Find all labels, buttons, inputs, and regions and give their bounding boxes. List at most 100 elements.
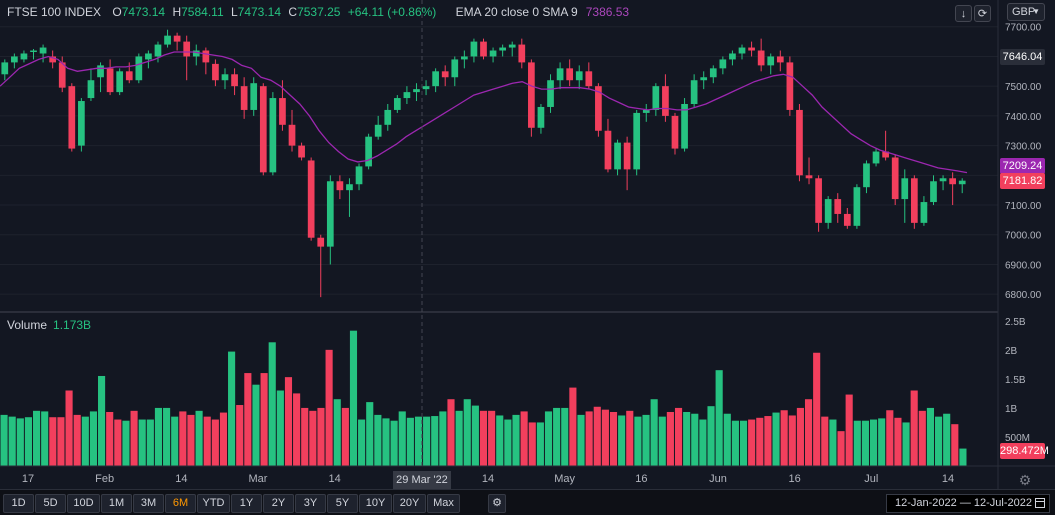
candle-body — [671, 115, 679, 149]
candle-body — [250, 83, 258, 110]
volume-bar — [171, 416, 179, 466]
candle-body — [930, 181, 937, 203]
calendar-icon[interactable] — [1035, 498, 1045, 508]
price-tick-label: 6900.00 — [1005, 260, 1042, 271]
chart-legend: FTSE 100 INDEX O7473.14 H7584.11 L7473.1… — [7, 4, 629, 20]
volume-bar — [853, 420, 861, 466]
range-button-2y[interactable]: 2Y — [263, 494, 294, 513]
chart-canvas[interactable]: 6800.006900.007000.007100.007200.007300.… — [0, 0, 1055, 489]
ema-study-label[interactable]: EMA 20 close 0 SMA 9 — [455, 5, 578, 19]
candle-body — [815, 178, 822, 223]
volume-bar — [699, 419, 707, 466]
volume-bar — [24, 417, 33, 466]
candle-body — [757, 50, 765, 66]
volume-bar — [211, 419, 219, 466]
volume-bar — [618, 415, 626, 466]
volume-tick-label: 500M — [1005, 433, 1030, 444]
candle-body — [499, 47, 506, 51]
range-button-3y[interactable]: 3Y — [295, 494, 326, 513]
open-value: 7473.14 — [121, 5, 166, 19]
volume-bar — [951, 424, 959, 466]
volume-bar — [666, 411, 674, 466]
candle-body — [662, 86, 669, 116]
volume-tick-label: 2B — [1005, 346, 1018, 357]
candle-body — [97, 65, 104, 78]
candle-body — [87, 80, 95, 99]
volume-axis: 500M 1B 1.5B 2B 2.5B — [1005, 317, 1030, 444]
time-tick-label: Jul — [864, 473, 878, 485]
volume-bar — [8, 416, 16, 466]
settings-gear-icon[interactable]: ⚙ — [488, 494, 506, 513]
volume-bar — [195, 410, 203, 466]
candle-body — [910, 178, 918, 223]
candle-body — [882, 151, 889, 158]
volume-label[interactable]: Volume — [7, 318, 48, 332]
volume-bar — [926, 407, 934, 466]
time-tick-label: 14 — [329, 473, 341, 485]
volume-bar — [268, 342, 276, 466]
candle-body — [623, 142, 631, 170]
candle-body — [834, 199, 842, 214]
range-button-5y[interactable]: 5Y — [327, 494, 358, 513]
volume-bar — [804, 399, 813, 466]
volume-bar — [122, 420, 130, 466]
candle-body — [68, 86, 76, 149]
candle-body — [212, 63, 219, 81]
time-tick-label: 14 — [482, 473, 494, 485]
volume-bar — [723, 413, 731, 466]
range-button-10d[interactable]: 10D — [67, 494, 100, 513]
price-tick-label: 7700.00 — [1005, 23, 1042, 34]
volume-bar — [57, 417, 65, 466]
date-range-field[interactable]: 12-Jan-2022 — 12-Jul-2022 — [886, 494, 1050, 513]
volume-bar — [228, 351, 236, 466]
date-range-text: 12-Jan-2022 — 12-Jul-2022 — [895, 497, 1032, 509]
range-button-6m[interactable]: 6M — [165, 494, 196, 513]
low-label: L — [230, 5, 238, 19]
symbol-title[interactable]: FTSE 100 INDEX — [7, 5, 102, 19]
volume-bar — [902, 422, 910, 466]
time-tick-label: 17 — [22, 473, 34, 485]
volume-bar — [341, 407, 349, 466]
candle-body — [269, 98, 277, 173]
time-tick-label: Feb — [95, 473, 114, 485]
candle-body — [326, 181, 334, 247]
time-tick-label: May — [554, 473, 575, 485]
range-button-10y[interactable]: 10Y — [359, 494, 392, 513]
download-icon[interactable]: ↓ — [955, 5, 972, 22]
volume-bar — [358, 419, 366, 466]
candle-body — [78, 101, 85, 146]
volume-bar — [658, 416, 666, 466]
range-button-max[interactable]: Max — [427, 494, 460, 513]
volume-bar — [780, 410, 788, 466]
candle-body — [614, 142, 621, 170]
candle-body — [853, 187, 861, 226]
refresh-icon[interactable]: ⟳ — [974, 5, 991, 22]
volume-bar — [520, 411, 528, 466]
volume-bar — [98, 375, 106, 466]
range-button-3m[interactable]: 3M — [133, 494, 164, 513]
range-button-1m[interactable]: 1M — [101, 494, 132, 513]
volume-bar — [406, 417, 414, 466]
candle-body — [259, 86, 267, 173]
volume-bar — [325, 349, 333, 466]
candle-body — [403, 92, 411, 99]
volume-bar — [642, 414, 650, 466]
volume-bar — [553, 407, 561, 466]
last-price-tag: 7646.04 — [1000, 49, 1045, 65]
volume-bar — [715, 370, 723, 466]
currency-select[interactable]: GBP ▼ — [1007, 3, 1045, 21]
candle-body — [872, 151, 880, 164]
price-tick-label: 7000.00 — [1005, 231, 1042, 242]
range-button-20y[interactable]: 20Y — [393, 494, 426, 513]
candle-body — [920, 202, 928, 223]
candle-body — [1, 62, 9, 75]
range-button-1y[interactable]: 1Y — [231, 494, 262, 513]
volume-bar — [317, 407, 325, 466]
range-button-1d[interactable]: 1D — [3, 494, 34, 513]
range-button-ytd[interactable]: YTD — [197, 494, 230, 513]
volume-bar — [479, 410, 488, 466]
gear-icon[interactable]: ⚙ — [1018, 472, 1032, 488]
candle-body — [556, 68, 564, 81]
candle-body — [154, 44, 162, 57]
range-button-5d[interactable]: 5D — [35, 494, 66, 513]
